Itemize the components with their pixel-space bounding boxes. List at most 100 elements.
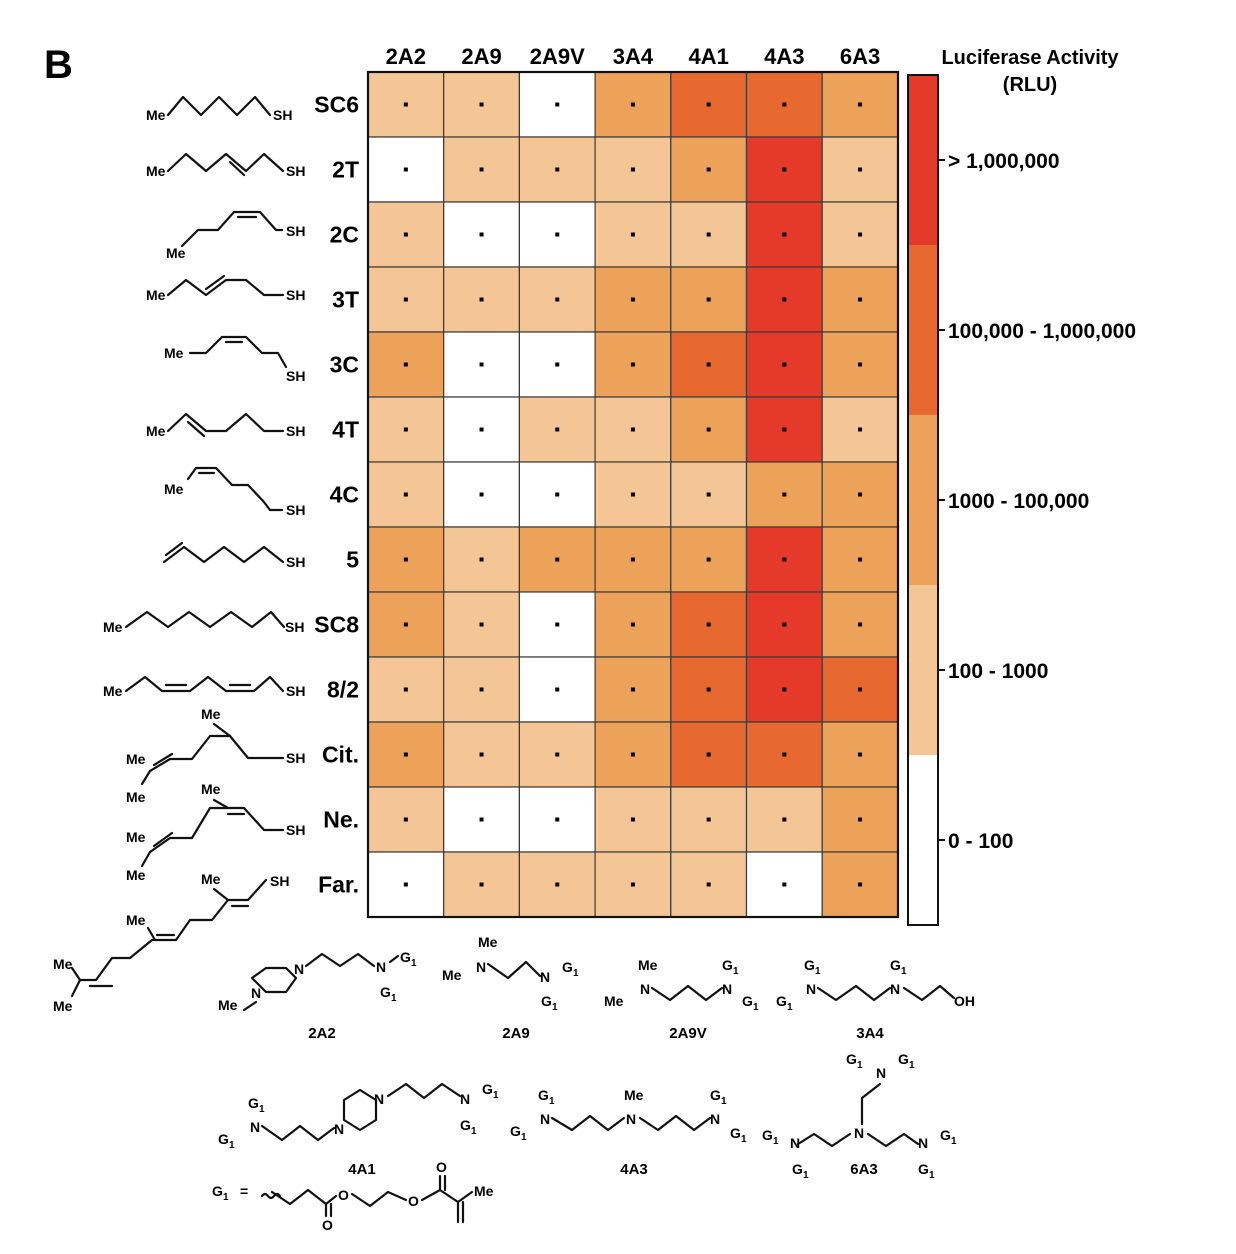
atom-n: N bbox=[251, 985, 261, 1001]
atom-g: G bbox=[218, 1131, 229, 1147]
cell-marker bbox=[479, 167, 484, 172]
atom-g-sub: 1 bbox=[229, 1140, 235, 1151]
bond-chain bbox=[420, 1188, 474, 1204]
row-label: SC6 bbox=[314, 92, 359, 118]
structure-8-2: Me SH bbox=[103, 675, 305, 699]
amine-name: 2A9 bbox=[502, 1025, 530, 1042]
cell-marker bbox=[479, 687, 484, 692]
heatmap-frame bbox=[366, 70, 900, 919]
atom-me: Me bbox=[442, 967, 462, 983]
atom-me: Me bbox=[164, 481, 184, 497]
atom-me: Me bbox=[146, 423, 166, 439]
bond-chain bbox=[304, 952, 376, 968]
atom-g: G bbox=[804, 957, 815, 973]
heatmap-cell bbox=[821, 136, 899, 203]
atom-g: G bbox=[510, 1123, 521, 1139]
cell-marker bbox=[858, 687, 863, 692]
piperazine-ring bbox=[342, 1088, 378, 1132]
structure-4a3: G 1 N G 1 Me N N G 1 G 1 4A3 bbox=[510, 1087, 747, 1178]
row-label: 2C bbox=[330, 222, 359, 248]
atom-me: Me bbox=[474, 1183, 494, 1199]
piperazine-ring bbox=[250, 966, 298, 994]
cell-marker bbox=[706, 232, 711, 237]
structure-4c: Me SH bbox=[164, 466, 305, 518]
g1-subscript: 1 bbox=[223, 1192, 229, 1203]
atom-g-sub: 1 bbox=[803, 1170, 809, 1181]
cell-marker bbox=[479, 882, 484, 887]
bond-chain bbox=[148, 806, 285, 854]
cell-marker bbox=[858, 817, 863, 822]
atom-g-sub: 1 bbox=[733, 966, 739, 977]
cell-marker bbox=[555, 817, 560, 822]
cell-marker bbox=[479, 232, 484, 237]
cell-marker bbox=[403, 427, 408, 432]
bond-chain bbox=[796, 1132, 852, 1148]
legend-label: > 1,000,000 bbox=[948, 150, 1060, 173]
cell-marker bbox=[706, 687, 711, 692]
legend-title: Luciferase Activity bbox=[941, 47, 1119, 69]
bond-chain bbox=[550, 1114, 626, 1132]
bond bbox=[70, 978, 82, 998]
bond-chain bbox=[350, 1190, 408, 1208]
cell-marker bbox=[555, 492, 560, 497]
cell-marker bbox=[403, 817, 408, 822]
column-headers: 2A2 2A9 2A9V 3A4 4A1 4A3 6A3 bbox=[386, 44, 881, 69]
cell-marker bbox=[403, 102, 408, 107]
atom-sh: SH bbox=[286, 423, 305, 439]
legend-subtitle: (RLU) bbox=[1003, 74, 1057, 96]
bond-chain bbox=[188, 335, 288, 369]
cell-marker bbox=[782, 817, 787, 822]
cell-marker bbox=[555, 167, 560, 172]
atom-n: N bbox=[918, 1135, 928, 1151]
cell-marker bbox=[630, 427, 635, 432]
cell-marker bbox=[555, 102, 560, 107]
bond-chain bbox=[270, 1188, 338, 1206]
column-label: 2A2 bbox=[386, 44, 426, 69]
atom-oh: OH bbox=[954, 993, 975, 1009]
cell-marker bbox=[403, 557, 408, 562]
bond-chain bbox=[166, 278, 285, 297]
atom-g: G bbox=[730, 1125, 741, 1141]
atom-sh: SH bbox=[286, 368, 305, 384]
atom-g-sub: 1 bbox=[259, 1104, 265, 1115]
atom-o: O bbox=[436, 1159, 447, 1175]
atom-g-sub: 1 bbox=[521, 1132, 527, 1143]
cell-marker bbox=[479, 557, 484, 562]
cell-marker bbox=[858, 297, 863, 302]
atom-g: G bbox=[742, 993, 753, 1009]
cell-marker bbox=[555, 752, 560, 757]
cell-marker bbox=[706, 622, 711, 627]
atom-g: G bbox=[846, 1051, 857, 1067]
atom-g: G bbox=[562, 959, 573, 975]
cell-marker bbox=[782, 557, 787, 562]
cell-marker bbox=[630, 102, 635, 107]
structure-3c: Me SH bbox=[164, 335, 305, 384]
atom-g-sub: 1 bbox=[493, 1090, 499, 1101]
bond-chain bbox=[148, 734, 285, 773]
atom-me: Me bbox=[53, 998, 73, 1014]
atom-g: G bbox=[460, 1117, 471, 1133]
atom-g-sub: 1 bbox=[901, 966, 907, 977]
cell-marker bbox=[479, 427, 484, 432]
atom-n: N bbox=[890, 981, 900, 997]
atom-n: N bbox=[626, 1111, 636, 1127]
amine-name: 2A2 bbox=[308, 1025, 336, 1042]
amine-name: 4A1 bbox=[348, 1161, 376, 1178]
cell-marker bbox=[403, 882, 408, 887]
legend-label: 100 - 1000 bbox=[948, 660, 1048, 683]
wavy-bond bbox=[260, 1192, 282, 1200]
atom-g: G bbox=[400, 949, 411, 965]
atom-me: Me bbox=[164, 345, 184, 361]
heatmap-cell bbox=[594, 396, 672, 463]
column-label: 2A9 bbox=[461, 44, 501, 69]
atom-sh: SH bbox=[286, 822, 305, 838]
atom-n: N bbox=[250, 1119, 260, 1135]
cell-marker bbox=[630, 297, 635, 302]
bond-double bbox=[204, 274, 226, 291]
cell-marker bbox=[403, 687, 408, 692]
atom-sh: SH bbox=[286, 163, 305, 179]
cell-marker bbox=[630, 167, 635, 172]
legend-swatch bbox=[908, 585, 938, 755]
atom-g: G bbox=[792, 1161, 803, 1177]
